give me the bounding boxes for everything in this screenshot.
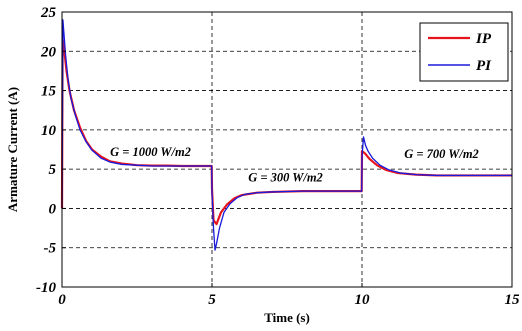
legend-label-ip: IP xyxy=(475,31,492,47)
x-tick-label: 5 xyxy=(208,292,216,308)
y-tick-label: 5 xyxy=(49,162,57,178)
irradiance-annotation: G = 700 W/m2 xyxy=(404,147,479,161)
y-tick-label: 0 xyxy=(49,201,57,217)
irradiance-annotation: G = 1000 W/m2 xyxy=(110,145,191,159)
series-line-ip xyxy=(60,38,512,226)
legend-box xyxy=(419,22,509,82)
irradiance-annotation: G = 300 W/m2 xyxy=(248,171,323,185)
y-axis-title: Armature Current (A) xyxy=(5,87,20,212)
y-tick-label: 15 xyxy=(41,84,57,100)
series-lines xyxy=(60,19,512,251)
y-tick-label: 20 xyxy=(40,44,57,60)
plot-frame xyxy=(61,11,513,288)
x-tick-label: 10 xyxy=(355,292,371,308)
y-tick-label: 25 xyxy=(40,5,57,21)
axis-ticks: 0 5 10 15 -10 -5 0 5 10 15 20 25 xyxy=(36,5,520,308)
series-line-pi xyxy=(61,19,512,251)
annotations: G = 1000 W/m2 G = 300 W/m2 G = 700 W/m2 xyxy=(110,145,479,185)
legend: IP PI xyxy=(419,22,509,82)
x-tick-label: 0 xyxy=(58,292,66,308)
y-tick-label: -5 xyxy=(44,241,57,257)
x-axis-title: Time (s) xyxy=(264,310,310,325)
y-tick-label: 10 xyxy=(41,123,57,139)
legend-label-pi: PI xyxy=(476,58,492,74)
y-tick-label: -10 xyxy=(36,280,56,296)
grid-lines xyxy=(62,12,512,287)
x-tick-label: 15 xyxy=(505,292,521,308)
